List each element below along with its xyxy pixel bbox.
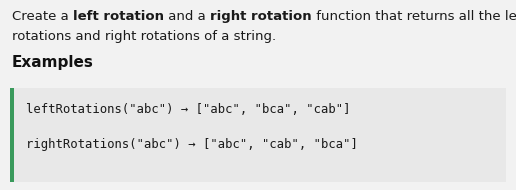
- Text: Examples: Examples: [12, 55, 94, 70]
- Text: rotations and right rotations of a string.: rotations and right rotations of a strin…: [12, 30, 276, 43]
- Text: Create a: Create a: [12, 10, 73, 23]
- Text: function that returns all the left: function that returns all the left: [312, 10, 516, 23]
- Text: rightRotations("abc") → ["abc", "cab", "bca"]: rightRotations("abc") → ["abc", "cab", "…: [26, 138, 358, 151]
- Text: left rotation: left rotation: [73, 10, 164, 23]
- Text: right rotation: right rotation: [210, 10, 312, 23]
- Text: and a: and a: [164, 10, 210, 23]
- Text: leftRotations("abc") → ["abc", "bca", "cab"]: leftRotations("abc") → ["abc", "bca", "c…: [26, 103, 350, 116]
